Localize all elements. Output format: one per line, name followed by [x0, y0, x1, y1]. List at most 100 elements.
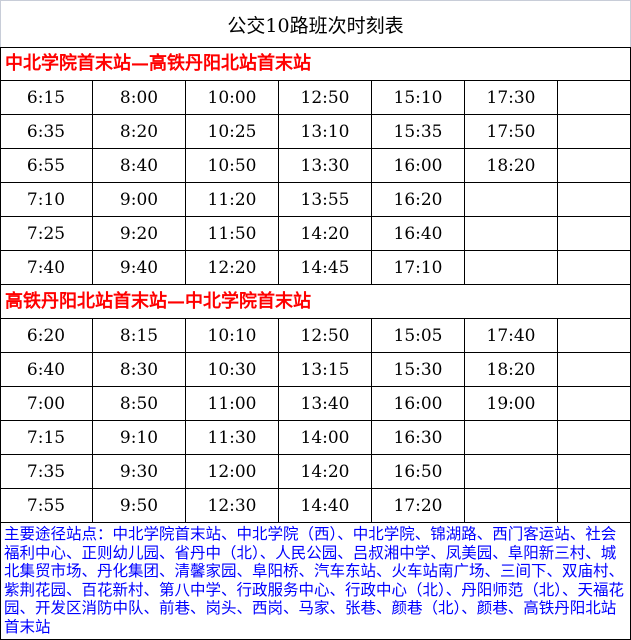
table-row: 7:25 9:20 11:50 14:20 16:40: [0, 217, 631, 251]
departure-time-cell: 13:40: [279, 387, 372, 420]
departure-time-cell: 15:05: [372, 319, 465, 352]
departure-time-cell: [558, 455, 631, 488]
departure-time-cell: [465, 421, 558, 454]
departure-time-cell: 8:40: [93, 149, 186, 182]
table-row: 7:35 9:30 12:00 14:20 16:50: [0, 455, 631, 489]
section-header-inbound: 高铁丹阳北站首末站—中北学院首末站: [0, 285, 631, 319]
departure-time-cell: [558, 421, 631, 454]
departure-time-cell: 18:20: [465, 353, 558, 386]
departure-time-cell: [558, 489, 631, 522]
departure-time-cell: 9:40: [93, 251, 186, 284]
table-row: 6:35 8:20 10:25 13:10 15:35 17:50: [0, 115, 631, 149]
departure-time-cell: 8:20: [93, 115, 186, 148]
page-title: 公交10路班次时刻表: [0, 0, 631, 47]
departure-time-cell: 13:30: [279, 149, 372, 182]
departure-time-cell: 17:20: [372, 489, 465, 522]
stops-list: 主要途径站点：中北学院首末站、中北学院（西）、中北学院、锦湖路、西门客运站、社会…: [4, 525, 625, 636]
table-row: 7:00 8:50 11:00 13:40 16:00 19:00: [0, 387, 631, 421]
departure-time-cell: 14:00: [279, 421, 372, 454]
table-row: 6:55 8:40 10:50 13:30 16:00 18:20: [0, 149, 631, 183]
departure-time-cell: 8:50: [93, 387, 186, 420]
departure-time-cell: 11:00: [186, 387, 279, 420]
timetable-outbound: 6:15 8:00 10:00 12:50 15:10 17:30 6:35 8:20 10:2…: [0, 81, 631, 285]
departure-time-cell: 7:40: [0, 251, 93, 284]
departure-time-cell: [465, 455, 558, 488]
departure-time-cell: 15:35: [372, 115, 465, 148]
departure-time-cell: [558, 251, 631, 284]
departure-time-cell: 7:00: [0, 387, 93, 420]
departure-time-cell: 19:00: [465, 387, 558, 420]
departure-time-cell: 17:10: [372, 251, 465, 284]
departure-time-cell: 17:50: [465, 115, 558, 148]
departure-time-cell: [558, 217, 631, 250]
departure-time-cell: 12:20: [186, 251, 279, 284]
departure-time-cell: 18:20: [465, 149, 558, 182]
departure-time-cell: [465, 489, 558, 522]
departure-time-cell: [558, 183, 631, 216]
departure-time-cell: 15:30: [372, 353, 465, 386]
departure-time-cell: [465, 251, 558, 284]
departure-time-cell: [465, 183, 558, 216]
departure-time-cell: 9:00: [93, 183, 186, 216]
departure-time-cell: 9:30: [93, 455, 186, 488]
departure-time-cell: 12:50: [279, 81, 372, 114]
departure-time-cell: 8:00: [93, 81, 186, 114]
departure-time-cell: 7:55: [0, 489, 93, 522]
departure-time-cell: [558, 115, 631, 148]
departure-time-cell: 6:15: [0, 81, 93, 114]
departure-time-cell: 16:00: [372, 149, 465, 182]
departure-time-cell: [558, 149, 631, 182]
departure-time-cell: 16:50: [372, 455, 465, 488]
departure-time-cell: [465, 217, 558, 250]
departure-time-cell: 7:10: [0, 183, 93, 216]
departure-time-cell: 14:20: [279, 455, 372, 488]
departure-time-cell: 10:50: [186, 149, 279, 182]
departure-time-cell: 9:20: [93, 217, 186, 250]
departure-time-cell: 17:40: [465, 319, 558, 352]
table-row: 7:55 9:50 12:30 14:40 17:20: [0, 489, 631, 523]
table-row: 6:40 8:30 10:30 13:15 15:30 18:20: [0, 353, 631, 387]
departure-time-cell: 7:25: [0, 217, 93, 250]
table-row: 7:15 9:10 11:30 14:00 16:30: [0, 421, 631, 455]
departure-time-cell: 10:00: [186, 81, 279, 114]
timetable-inbound: 6:20 8:15 10:10 12:50 15:05 17:40 6:40 8:30 10:3…: [0, 319, 631, 523]
departure-time-cell: 6:20: [0, 319, 93, 352]
departure-time-cell: 17:30: [465, 81, 558, 114]
departure-time-cell: 14:20: [279, 217, 372, 250]
departure-time-cell: 11:20: [186, 183, 279, 216]
departure-time-cell: 10:25: [186, 115, 279, 148]
departure-time-cell: 6:35: [0, 115, 93, 148]
departure-time-cell: 13:10: [279, 115, 372, 148]
section-header-outbound: 中北学院首末站—高铁丹阳北站首末站: [0, 47, 631, 81]
departure-time-cell: [558, 81, 631, 114]
departure-time-cell: 12:00: [186, 455, 279, 488]
departure-time-cell: 9:50: [93, 489, 186, 522]
departure-time-cell: [558, 387, 631, 420]
departure-time-cell: 14:45: [279, 251, 372, 284]
departure-time-cell: 14:40: [279, 489, 372, 522]
departure-time-cell: 10:30: [186, 353, 279, 386]
departure-time-cell: 11:50: [186, 217, 279, 250]
departure-time-cell: 15:10: [372, 81, 465, 114]
departure-time-cell: 12:30: [186, 489, 279, 522]
departure-time-cell: 16:30: [372, 421, 465, 454]
departure-time-cell: 8:15: [93, 319, 186, 352]
departure-time-cell: 12:50: [279, 319, 372, 352]
departure-time-cell: 13:15: [279, 353, 372, 386]
departure-time-cell: [558, 353, 631, 386]
table-row: 7:40 9:40 12:20 14:45 17:10: [0, 251, 631, 285]
departure-time-cell: 13:55: [279, 183, 372, 216]
departure-time-cell: 16:40: [372, 217, 465, 250]
departure-time-cell: 7:35: [0, 455, 93, 488]
table-row: 7:10 9:00 11:20 13:55 16:20: [0, 183, 631, 217]
table-row: 6:15 8:00 10:00 12:50 15:10 17:30: [0, 81, 631, 115]
departure-time-cell: 6:55: [0, 149, 93, 182]
departure-time-cell: 6:40: [0, 353, 93, 386]
departure-time-cell: 16:00: [372, 387, 465, 420]
departure-time-cell: 10:10: [186, 319, 279, 352]
table-row: 6:20 8:15 10:10 12:50 15:05 17:40: [0, 319, 631, 353]
departure-time-cell: 7:15: [0, 421, 93, 454]
departure-time-cell: 16:20: [372, 183, 465, 216]
departure-time-cell: [558, 319, 631, 352]
departure-time-cell: 11:30: [186, 421, 279, 454]
